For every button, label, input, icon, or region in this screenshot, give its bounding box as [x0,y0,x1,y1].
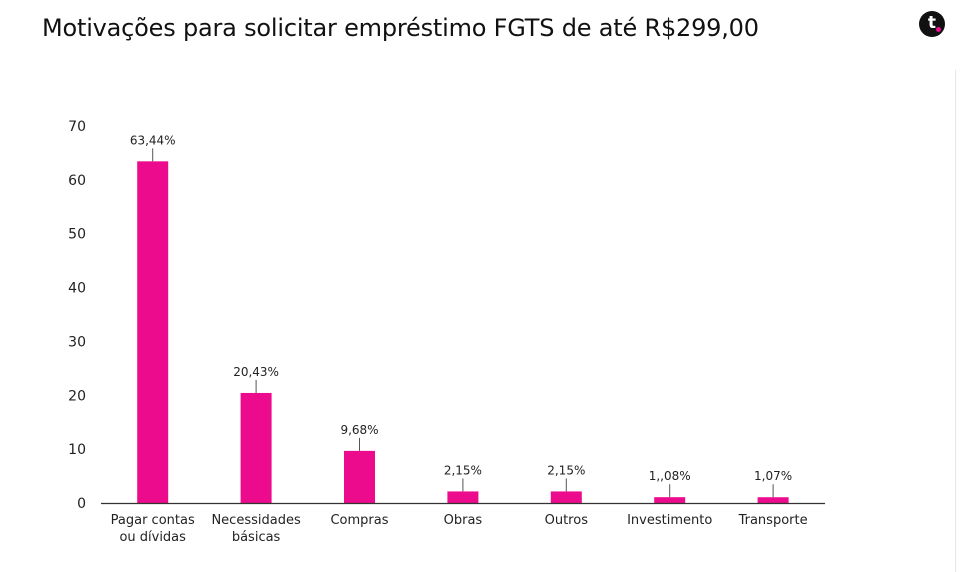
bar [344,450,375,503]
x-tick-label: básicas [232,530,281,545]
data-label: 9,68% [340,423,378,437]
data-label: 2,15% [444,463,482,477]
y-tick-label: 50 [68,227,86,243]
logo-dot [936,27,941,32]
data-label: 1,07% [754,469,792,483]
x-tick-label: Compras [330,513,388,528]
bar [240,392,272,503]
y-tick-label: 70 [68,119,86,135]
data-label: 20,43% [233,365,279,379]
y-tick-label: 0 [77,496,86,512]
y-tick-label: 20 [68,388,86,404]
data-label: 2,15% [547,463,585,477]
x-tick-label: Outros [545,513,589,528]
y-axis: 0 10 20 30 40 50 60 70 [68,119,86,512]
y-tick-label: 40 [68,281,86,297]
bar [654,497,686,503]
y-tick-label: 10 [68,442,86,458]
bar [447,491,479,503]
x-tick-label: Investimento [627,513,712,528]
bar [757,497,789,503]
chart-title: Motivações para solicitar empréstimo FGT… [42,14,759,42]
x-tick-label: Pagar contas [111,513,195,528]
data-label: 1,,08% [649,469,691,483]
x-tick-label: ou dívidas [119,530,186,545]
x-tick-label: Necessidades [211,513,300,528]
panel-edge [955,70,956,572]
bars [137,161,789,503]
brand-logo-icon: t [919,11,945,37]
data-label: 63,44% [130,133,176,147]
bar [137,161,169,503]
logo-letter: t [927,13,937,33]
y-tick-label: 60 [68,173,86,189]
y-tick-label: 30 [68,334,86,350]
bar [550,491,582,503]
data-labels: 63,44% 20,43% 9,68% 2,15% 2,15% 1,,08% 1,07% [130,133,792,498]
x-tick-label: Transporte [738,513,808,528]
x-tick-label: Obras [444,513,483,528]
category-labels: Pagar contas ou dívidas Necessidades básica… [111,513,808,545]
